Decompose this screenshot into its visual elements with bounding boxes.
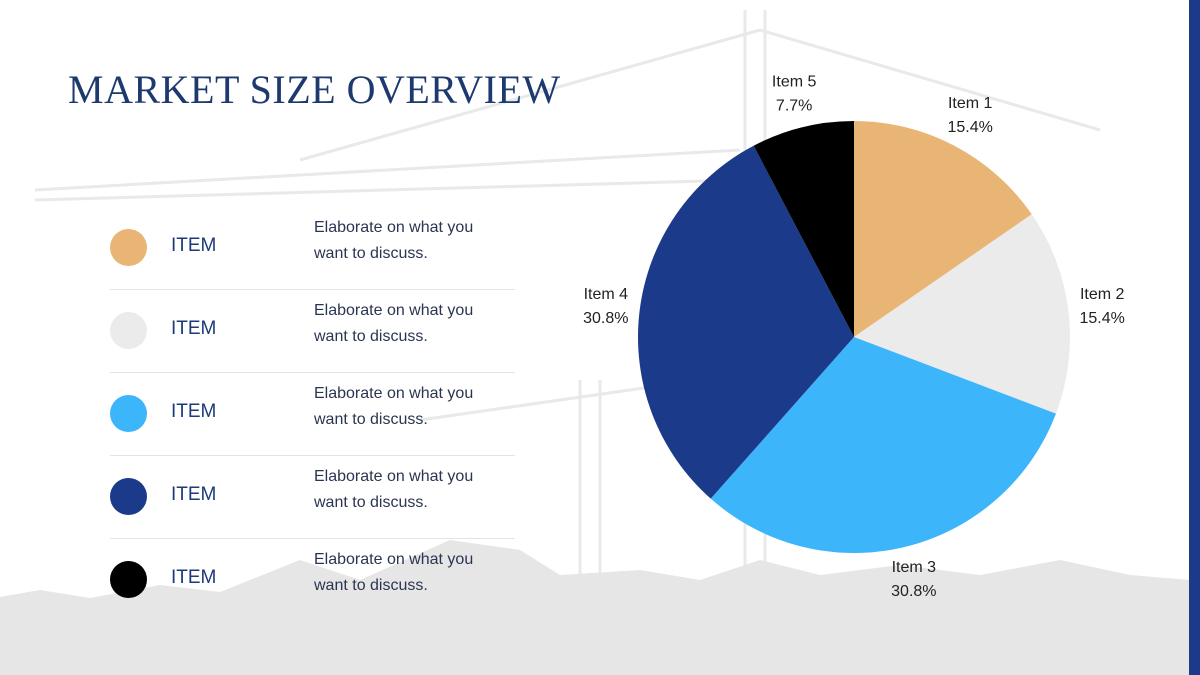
legend-row: ITEM Elaborate on what you want to discus… (110, 456, 515, 539)
slice-value: 15.4% (1079, 310, 1124, 327)
legend-label: ITEM (171, 484, 217, 505)
pie-slice (753, 121, 854, 337)
slice-name: Item 5 (772, 73, 817, 90)
legend-text: Elaborate on what you want to discuss. (314, 302, 474, 345)
pie-slice (854, 121, 1032, 337)
slice-value: 30.8% (891, 583, 936, 600)
legend-swatch (110, 229, 147, 266)
slice-name: Item 2 (1080, 286, 1125, 303)
legend-row: ITEM Elaborate on what you want to discus… (110, 539, 515, 621)
legend-swatch (110, 478, 147, 515)
legend-swatch (110, 395, 147, 432)
pie-slice (637, 145, 854, 499)
slice-value: 30.8% (583, 310, 628, 327)
pie-slice (854, 214, 1070, 414)
slice-name: Item 3 (892, 559, 937, 576)
legend-label: ITEM (171, 567, 217, 588)
legend-label: ITEM (171, 401, 217, 422)
legend-label: ITEM (171, 318, 217, 339)
legend-row: ITEM Elaborate on what you want to discus… (110, 290, 515, 373)
slice-name: Item 4 (584, 286, 629, 303)
pie-slice (710, 337, 1056, 553)
slice-name: Item 1 (948, 95, 993, 112)
legend-row: ITEM Elaborate on what you want to discus… (110, 373, 515, 456)
legend-text: Elaborate on what you want to discuss. (314, 385, 474, 428)
side-bar (1189, 0, 1200, 675)
slice-value: 7.7% (776, 97, 812, 114)
legend-swatch (110, 312, 147, 349)
chart-title: MARKET SIZE OVERVIEW (68, 67, 561, 112)
legend-text: Elaborate on what you want to discuss. (314, 468, 474, 511)
legend-row: ITEM Elaborate on what you want to discus… (110, 207, 515, 290)
legend-text: Elaborate on what you want to discuss. (314, 219, 474, 262)
slice-value: 15.4% (947, 119, 992, 136)
legend-text: Elaborate on what you want to discuss. (314, 551, 474, 594)
legend-swatch (110, 561, 147, 598)
legend-label: ITEM (171, 235, 217, 256)
